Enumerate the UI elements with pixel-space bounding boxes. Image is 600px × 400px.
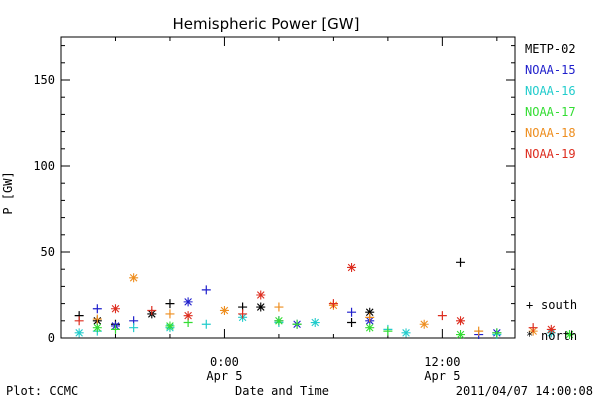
legend-entry: METP-02 (525, 42, 576, 56)
plot-frame (60, 36, 516, 339)
asterisk-marker-icon: * (526, 329, 533, 343)
point-north (347, 262, 357, 272)
point-north (365, 323, 375, 333)
point-north (74, 328, 84, 338)
point-south (383, 326, 393, 336)
point-south (165, 299, 175, 309)
point-north (110, 304, 120, 314)
point-south (347, 307, 357, 317)
point-north (546, 324, 556, 334)
legend-entry: NOAA-17 (525, 105, 576, 119)
marker-legend-label: south (541, 298, 577, 312)
point-north (256, 302, 266, 312)
point-south (437, 311, 447, 321)
point-north (365, 307, 375, 317)
point-south (238, 309, 248, 319)
point-south (492, 328, 502, 338)
point-north (183, 297, 193, 307)
point-north (92, 323, 102, 333)
point-south (347, 318, 357, 328)
x-tick-date: Apr 5 (424, 369, 460, 383)
point-south (201, 319, 211, 329)
point-north (256, 290, 266, 300)
point-south (528, 323, 538, 333)
point-south (365, 312, 375, 322)
point-south (165, 309, 175, 319)
point-south (129, 323, 139, 333)
y-tick-label: 50 (41, 245, 55, 259)
legend-entry: NOAA-19 (525, 147, 576, 161)
point-north (456, 330, 466, 340)
x-axis-label: Date and Time (235, 384, 329, 398)
point-north (165, 321, 175, 331)
x-tick-date: Apr 5 (206, 369, 242, 383)
point-south (201, 285, 211, 295)
point-south (474, 326, 484, 336)
point-south (74, 316, 84, 326)
point-north (274, 316, 284, 326)
point-south (110, 324, 120, 334)
point-south (456, 257, 466, 267)
point-south (92, 314, 102, 324)
legend-entry: NOAA-15 (525, 63, 576, 77)
point-south (328, 299, 338, 309)
y-tick-label: 100 (33, 159, 55, 173)
plot-credit: Plot: CCMC (6, 384, 78, 398)
point-north (401, 328, 411, 338)
point-north (564, 330, 574, 340)
marker-legend-entry: + south (526, 298, 577, 312)
point-south (274, 302, 284, 312)
x-tick-time: 12:00 (424, 355, 460, 369)
point-north (310, 318, 320, 328)
point-south (147, 305, 157, 315)
y-tick-label: 150 (33, 73, 55, 87)
y-tick-label: 0 (48, 331, 55, 345)
y-axis-label: P [GW] (1, 171, 15, 214)
legend-entry: NOAA-18 (525, 126, 576, 140)
point-south (292, 319, 302, 329)
legend-entry: NOAA-16 (525, 84, 576, 98)
marker-legend-label: north (541, 329, 577, 343)
chart-title: Hemispheric Power [GW] (173, 15, 360, 33)
x-tick-time: 0:00 (210, 355, 239, 369)
plot-timestamp: 2011/04/07 14:00:08 (456, 384, 593, 398)
point-south (92, 304, 102, 314)
marker-legend-entry: * north (526, 329, 577, 343)
point-north (183, 311, 193, 321)
point-north (456, 316, 466, 326)
legend: METP-02 NOAA-15 NOAA-16 NOAA-17 NOAA-18 NOAA-… (525, 42, 577, 343)
plus-marker-icon: + (526, 298, 533, 312)
point-north (219, 305, 229, 315)
point-north (129, 273, 139, 283)
point-north (419, 319, 429, 329)
